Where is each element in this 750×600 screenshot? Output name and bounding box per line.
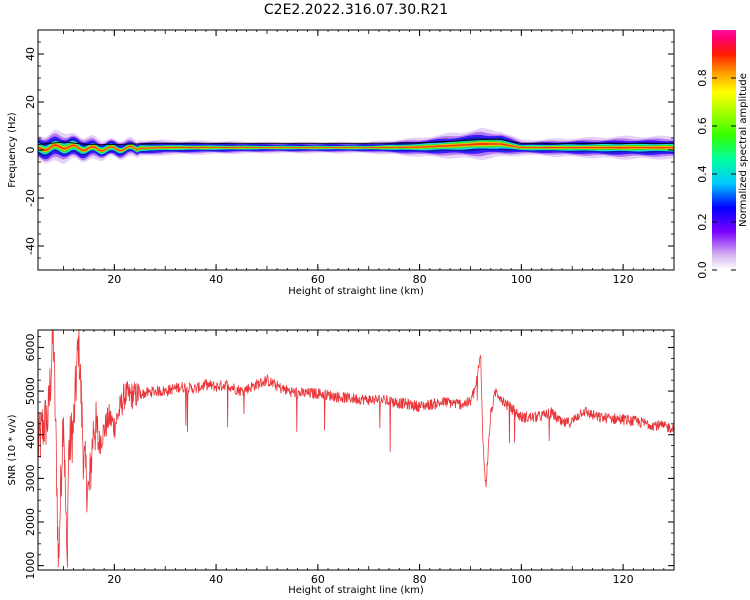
y-tick-label: 20 — [24, 95, 37, 109]
snr-line — [38, 330, 674, 568]
colorbar-gradient — [712, 30, 736, 270]
colorbar-tick-label: 0.0 — [696, 261, 709, 279]
y-tick-label: 2000 — [24, 508, 37, 536]
x-tick-label: 120 — [613, 273, 634, 286]
x-tick-label: 120 — [613, 573, 634, 586]
y-tick-label: -20 — [24, 189, 37, 207]
spectrogram-panel: 20 40 60 80 100 120 -40 -20 0 20 40 Height of stra… — [7, 29, 675, 297]
snr-ticks: 20 40 60 80 100 120 1000 2000 3000 4000 5000 6000 — [24, 330, 674, 586]
y-tick-label: 40 — [24, 47, 37, 61]
y-tick-label: 0 — [24, 147, 37, 154]
colorbar: 0.0 0.2 0.4 0.6 0.8 Normalized spectral ampl… — [696, 30, 749, 279]
snr-series — [38, 330, 674, 568]
x-tick-label: 40 — [209, 573, 223, 586]
y-tick-label: 5000 — [24, 377, 37, 405]
band-layer — [38, 142, 674, 152]
x-tick-label: 100 — [511, 573, 532, 586]
x-tick-label: 60 — [311, 573, 325, 586]
snr-ylabel: SNR (10 * v/v) — [7, 414, 18, 485]
x-tick-label: 80 — [413, 573, 427, 586]
snr-plot-area — [38, 330, 674, 570]
y-tick-label: -40 — [24, 237, 37, 255]
snr-xlabel: Height of straight line (km) — [288, 585, 424, 596]
spectrogram-ticks: 20 40 60 80 100 120 -40 -20 0 20 40 — [24, 29, 674, 286]
spectrogram-ylabel: Frequency (Hz) — [7, 112, 18, 188]
y-tick-label: 1000 — [24, 552, 37, 580]
colorbar-tick-label: 0.4 — [696, 165, 709, 183]
colorbar-tick-label: 0.8 — [696, 69, 709, 87]
band-layer — [38, 141, 674, 153]
colorbar-label: Normalized spectral amplitude — [738, 73, 749, 227]
snr-frame — [37, 329, 675, 571]
x-tick-label: 40 — [209, 273, 223, 286]
y-tick-label: 6000 — [24, 333, 37, 361]
snr-panel: 20 40 60 80 100 120 1000 2000 3000 4000 5000 6000 H… — [7, 329, 675, 596]
figure-title: C2E2.2022.316.07.30.R21 — [264, 2, 448, 18]
x-tick-label: 80 — [413, 273, 427, 286]
colorbar-ticks: 0.0 0.2 0.4 0.6 0.8 — [696, 69, 736, 279]
band-outline — [37, 139, 674, 145]
colorbar-tick-label: 0.6 — [696, 117, 709, 135]
y-tick-label: 3000 — [24, 464, 37, 492]
y-tick-label: 4000 — [24, 421, 37, 449]
x-tick-label: 60 — [311, 273, 325, 286]
spectrogram-xlabel: Height of straight line (km) — [288, 286, 424, 297]
x-tick-label: 20 — [107, 273, 121, 286]
x-tick-label: 100 — [511, 273, 532, 286]
colorbar-tick-label: 0.2 — [696, 213, 709, 231]
x-tick-label: 20 — [107, 573, 121, 586]
spectral-band — [37, 128, 674, 164]
